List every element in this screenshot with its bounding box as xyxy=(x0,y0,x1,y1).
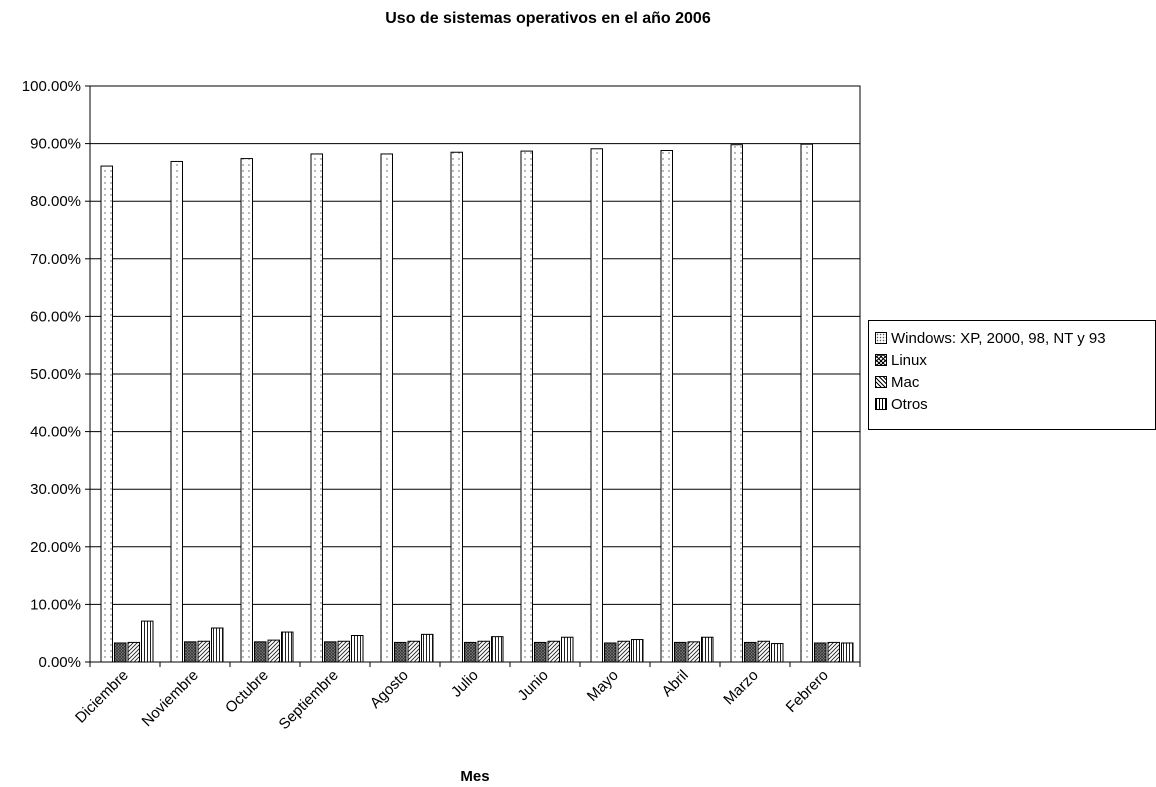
axes xyxy=(85,85,861,667)
bar-diagonal-febrero xyxy=(827,641,840,663)
bar-diagonal-diciembre xyxy=(127,641,140,663)
legend-swatch xyxy=(875,354,887,366)
y-tick-label: 10.00% xyxy=(30,596,81,613)
bar-crosshatch-julio xyxy=(464,641,477,663)
bar-crosshatch-mayo xyxy=(604,642,617,663)
bar-dots-agosto xyxy=(380,153,393,663)
bar-vertical-abril xyxy=(701,636,714,663)
legend-swatch xyxy=(875,332,887,344)
x-tick-label: Septiembre xyxy=(276,667,342,733)
y-tick-label: 60.00% xyxy=(30,308,81,325)
y-tick-label: 30.00% xyxy=(30,481,81,498)
x-tick-label: Agosto xyxy=(367,667,412,712)
bar-vertical-octubre xyxy=(281,631,294,663)
bar-vertical-febrero xyxy=(841,642,854,663)
legend-swatch xyxy=(875,376,887,388)
bar-dots-abril xyxy=(660,150,673,663)
bar-vertical-mayo xyxy=(631,639,644,663)
legend-label: Otros xyxy=(891,395,928,413)
legend-item: Windows: XP, 2000, 98, NT y 93 xyxy=(875,327,1155,349)
legend-label: Mac xyxy=(891,373,920,391)
y-tick-label: 50.00% xyxy=(30,366,81,383)
bar-vertical-marzo xyxy=(771,643,784,663)
bar-vertical-septiembre xyxy=(351,635,364,663)
bar-crosshatch-febrero xyxy=(814,642,827,663)
legend-label: Windows: XP, 2000, 98, NT y 93 xyxy=(891,329,1106,347)
bar-diagonal-marzo xyxy=(757,640,770,663)
bar-diagonal-noviembre xyxy=(197,640,210,663)
bar-diagonal-agosto xyxy=(407,640,420,663)
x-tick-label: Noviembre xyxy=(139,667,202,730)
bar-crosshatch-junio xyxy=(534,641,547,663)
legend: Windows: XP, 2000, 98, NT y 93 Linux Mac Ot… xyxy=(868,320,1156,430)
bar-dots-mayo xyxy=(590,148,603,663)
legend-item: Mac xyxy=(875,371,1155,393)
bar-vertical-agosto xyxy=(421,633,434,663)
bar-dots-septiembre xyxy=(310,153,323,663)
y-tick-label: 80.00% xyxy=(30,193,81,210)
y-tick-label: 0.00% xyxy=(38,654,81,671)
bar-vertical-junio xyxy=(561,636,574,663)
bar-dots-julio xyxy=(450,151,463,663)
bar-diagonal-octubre xyxy=(267,639,280,663)
x-tick-label: Marzo xyxy=(720,667,761,708)
bar-crosshatch-marzo xyxy=(744,641,757,663)
y-tick-label: 20.00% xyxy=(30,539,81,556)
bar-crosshatch-abril xyxy=(674,641,687,663)
bar-diagonal-julio xyxy=(477,640,490,663)
y-tick-label: 70.00% xyxy=(30,251,81,268)
bar-crosshatch-agosto xyxy=(394,641,407,663)
bar-dots-junio xyxy=(520,150,533,663)
bar-vertical-diciembre xyxy=(141,620,154,663)
x-tick-label: Junio xyxy=(514,667,551,704)
legend-label: Linux xyxy=(891,351,927,369)
bar-dots-octubre xyxy=(240,158,253,663)
bar-crosshatch-noviembre xyxy=(184,641,197,663)
x-tick-label: Mayo xyxy=(584,667,622,705)
x-tick-label: Diciembre xyxy=(72,667,132,727)
bar-crosshatch-diciembre xyxy=(114,642,127,663)
x-tick-label: Octubre xyxy=(222,667,272,717)
bar-diagonal-abril xyxy=(687,641,700,663)
legend-item: Otros xyxy=(875,393,1155,415)
gridlines xyxy=(89,85,861,663)
bars xyxy=(100,143,854,663)
x-tick-label: Julio xyxy=(448,667,482,701)
bar-diagonal-mayo xyxy=(617,640,630,663)
y-tick-label: 40.00% xyxy=(30,424,81,441)
legend-swatch xyxy=(875,398,887,410)
y-tick-label: 100.00% xyxy=(22,78,81,95)
bar-dots-noviembre xyxy=(170,160,183,663)
chart-title: Uso de sistemas operativos en el año 200… xyxy=(385,10,711,27)
bar-dots-febrero xyxy=(800,143,813,663)
bar-dots-marzo xyxy=(730,144,743,663)
bar-diagonal-septiembre xyxy=(337,640,350,663)
legend-item: Linux xyxy=(875,349,1155,371)
x-tick-label: Febrero xyxy=(783,667,832,716)
bar-crosshatch-septiembre xyxy=(324,641,337,663)
x-tick-label: Abril xyxy=(659,667,692,700)
bar-vertical-noviembre xyxy=(211,627,224,663)
bar-dots-diciembre xyxy=(100,165,113,663)
bar-diagonal-junio xyxy=(547,640,560,663)
y-tick-label: 90.00% xyxy=(30,136,81,153)
bar-vertical-julio xyxy=(491,636,504,663)
bar-crosshatch-octubre xyxy=(254,641,267,663)
x-axis-title: Mes xyxy=(460,768,489,785)
